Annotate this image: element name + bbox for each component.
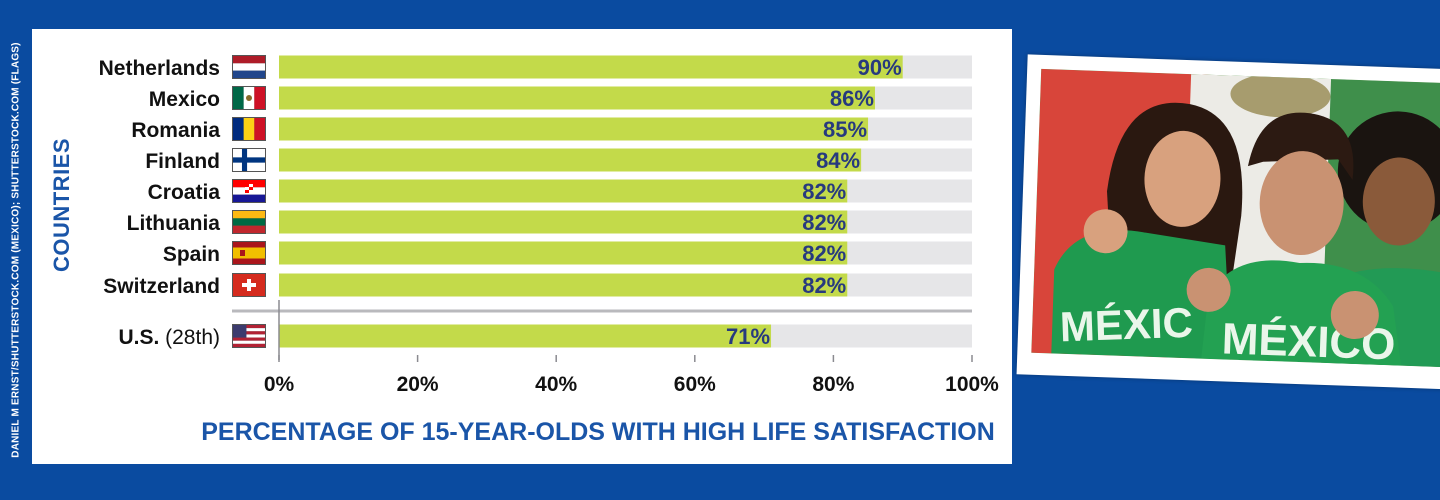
photo-frame: MÉXIC MÉXICO [1016, 54, 1440, 390]
bar [279, 210, 848, 234]
bar [279, 148, 862, 172]
chart-row: 90% Netherlands [99, 55, 972, 80]
chart-rows: 90% Netherlands 86% Mexico 85% Romania 84% Finl… [99, 55, 972, 349]
bar [279, 241, 848, 265]
tick-label: 0% [264, 373, 295, 396]
face-center [1259, 151, 1344, 256]
category-label: Croatia [148, 181, 221, 204]
netherlands-flag-icon [232, 55, 266, 79]
finland-flag-icon [232, 148, 266, 172]
bar-value-label: 82% [802, 241, 846, 266]
bar-value-label: 82% [802, 273, 846, 298]
hair-center [1247, 112, 1354, 180]
tick-label: 40% [535, 373, 577, 396]
croatia-flag-icon [232, 179, 266, 203]
romania-flag-icon [232, 117, 266, 141]
face-right [1362, 157, 1435, 246]
category-label: U.S. (28th) [118, 326, 220, 349]
bar-value-label: 71% [726, 324, 770, 349]
usa-flag-icon [232, 324, 266, 348]
bar [279, 179, 848, 203]
bar [279, 273, 848, 297]
mexico-flag-icon [232, 86, 266, 110]
chart-row: 82% Lithuania [127, 210, 972, 235]
bar-value-label: 84% [816, 148, 860, 173]
shirt-left [1051, 230, 1232, 360]
bar [279, 117, 869, 141]
category-label: Finland [145, 150, 220, 173]
category-label: Switzerland [103, 275, 220, 298]
chart-row: 82% Switzerland [103, 273, 972, 298]
category-label: Romania [131, 119, 220, 142]
category-label: Netherlands [99, 57, 220, 80]
chart-row: 86% Mexico [149, 86, 972, 111]
bar [279, 324, 772, 348]
eagle-emblem [1230, 73, 1331, 118]
tick-label: 80% [812, 373, 854, 396]
tick-label: 100% [945, 373, 999, 396]
bar-value-label: 82% [802, 210, 846, 235]
tick-label: 20% [397, 373, 439, 396]
fist-center [1186, 267, 1231, 312]
bar-value-label: 82% [802, 179, 846, 204]
bar-value-label: 86% [830, 86, 874, 111]
chart-row: 84% Finland [145, 148, 972, 173]
category-label: Lithuania [127, 212, 221, 235]
fist-right [1330, 290, 1379, 339]
bar [279, 55, 903, 79]
face-left [1144, 130, 1221, 227]
tick-label: 60% [674, 373, 716, 396]
x-axis-ticks: 0% 20% 40% 60% 80% 100% [264, 355, 999, 396]
lithuania-flag-icon [232, 210, 266, 234]
bar [279, 86, 875, 110]
chart-row: 71% U.S. (28th) [118, 324, 972, 349]
category-label: Spain [163, 243, 220, 266]
teen-fans-photo: MÉXIC MÉXICO [1031, 68, 1440, 368]
chart-row: 82% Croatia [148, 179, 972, 204]
chart-row: 82% Spain [163, 241, 972, 266]
bar-value-label: 90% [858, 55, 902, 80]
photo-illustration: MÉXIC MÉXICO [1031, 68, 1440, 368]
spain-flag-icon [232, 241, 266, 265]
chart-row: 85% Romania [131, 117, 972, 142]
category-label: Mexico [149, 88, 220, 111]
switzerland-flag-icon [232, 273, 266, 297]
category-rank: (28th) [159, 326, 220, 349]
bar-value-label: 85% [823, 117, 867, 142]
x-axis-title: PERCENTAGE OF 15-YEAR-OLDS WITH HIGH LIF… [201, 418, 995, 446]
shirt-center [1201, 260, 1402, 366]
fist-left [1083, 209, 1128, 254]
shirt-text-left: MÉXIC [1059, 299, 1194, 351]
